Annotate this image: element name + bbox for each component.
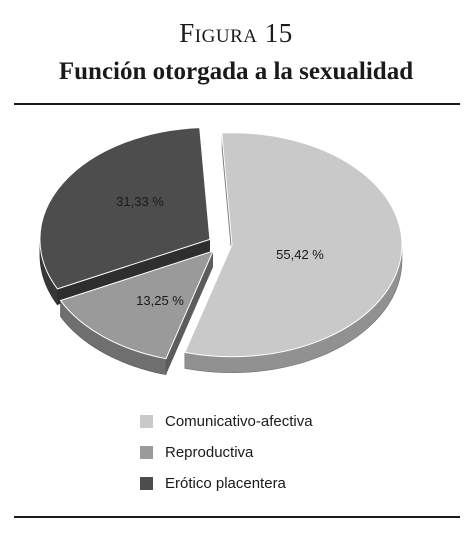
pie-chart: 55,42 % 13,25 % 31,33 % <box>39 127 403 376</box>
figure-label: Figura 15 <box>179 18 293 48</box>
legend-swatch <box>140 415 153 428</box>
bottom-rule <box>14 516 460 518</box>
legend-label: Reproductiva <box>165 444 254 461</box>
legend-swatch <box>140 446 153 459</box>
legend: Comunicativo-afectiva Reproductiva Eróti… <box>140 410 440 503</box>
pie-slice-1 <box>59 250 214 360</box>
legend-swatch <box>140 477 153 490</box>
legend-label: Erótico placentera <box>165 475 286 492</box>
pie-slice-2 <box>39 127 211 290</box>
pie-slice-cut-face <box>57 239 210 305</box>
top-rule <box>14 103 460 105</box>
pie-slice-cut-face <box>165 251 214 375</box>
legend-item: Erótico placentera <box>140 472 440 495</box>
legend-label: Comunicativo-afectiva <box>165 413 313 430</box>
legend-item: Comunicativo-afectiva <box>140 410 440 433</box>
pie-data-label: 13,25 % <box>136 293 184 308</box>
pie-data-label: 55,42 % <box>276 247 324 262</box>
chart-title: Función otorgada a la sexualidad <box>58 58 414 85</box>
pie-slice-0 <box>184 132 403 358</box>
pie-data-label: 31,33 % <box>116 194 164 209</box>
legend-item: Reproductiva <box>140 441 440 464</box>
